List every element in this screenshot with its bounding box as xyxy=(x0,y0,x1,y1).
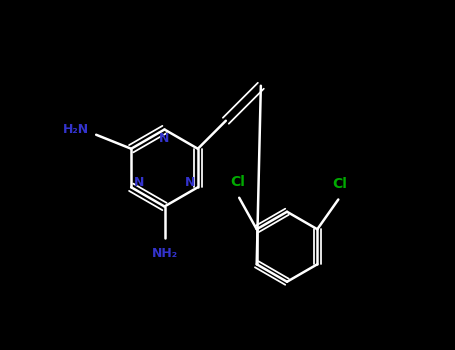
Text: NH₂: NH₂ xyxy=(152,247,177,260)
Text: N: N xyxy=(159,132,170,145)
Text: N: N xyxy=(185,176,196,189)
Text: H₂N: H₂N xyxy=(63,123,89,136)
Text: Cl: Cl xyxy=(333,177,348,191)
Text: N: N xyxy=(134,176,144,189)
Text: Cl: Cl xyxy=(230,175,245,189)
